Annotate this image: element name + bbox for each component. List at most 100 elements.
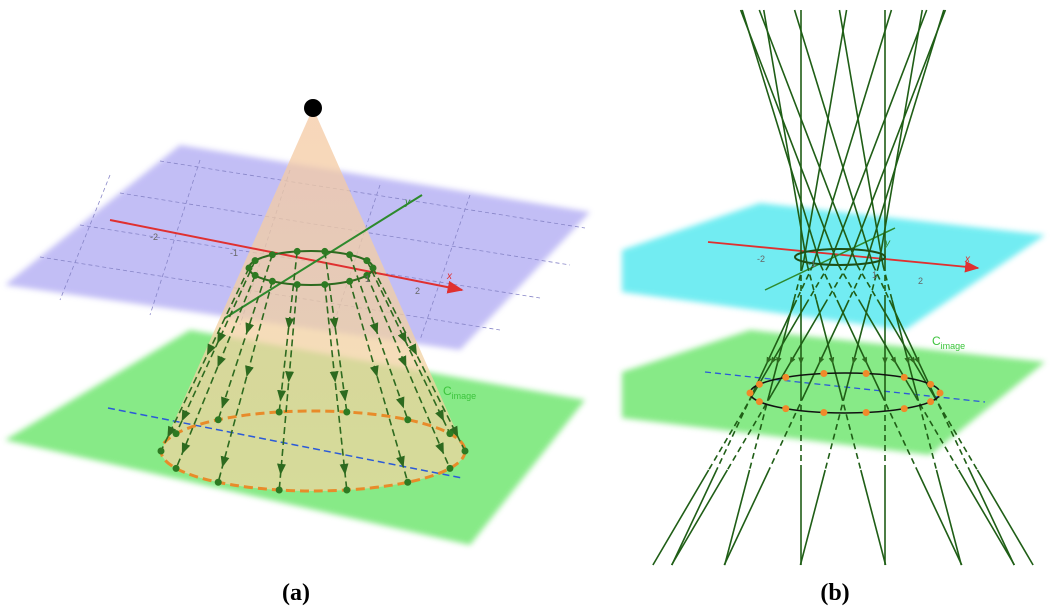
y-axis-label: y xyxy=(884,238,891,249)
panel-label: (a) xyxy=(282,580,310,606)
ray xyxy=(175,275,256,469)
ray-point xyxy=(363,257,371,265)
x-axis xyxy=(707,241,980,273)
x-axis-label: x xyxy=(446,271,453,282)
image-point xyxy=(755,398,763,406)
image-point xyxy=(862,408,870,416)
ray-point xyxy=(214,478,222,486)
image-points xyxy=(746,370,944,416)
ruling xyxy=(819,264,838,301)
tick-label: 1 xyxy=(365,274,370,284)
ruling xyxy=(882,264,893,301)
image-point xyxy=(900,373,908,381)
curve-name: C xyxy=(932,334,941,348)
ruling xyxy=(860,469,887,566)
ruling xyxy=(807,264,830,301)
ruling xyxy=(916,469,963,566)
ruling xyxy=(748,394,770,471)
ray-point xyxy=(251,257,259,265)
ruling xyxy=(957,469,1016,566)
ruling xyxy=(881,394,918,471)
ray-point xyxy=(268,251,276,259)
ruling xyxy=(803,299,850,396)
ruling xyxy=(723,469,751,566)
ray xyxy=(217,281,274,483)
ruling xyxy=(795,264,814,301)
tick-label: -2 xyxy=(150,232,158,242)
ray xyxy=(348,281,409,483)
ruling xyxy=(751,299,810,396)
ruling xyxy=(741,9,822,266)
curve-subscript: image xyxy=(941,341,966,351)
ruling xyxy=(739,9,840,266)
image-point xyxy=(927,398,935,406)
ray-point xyxy=(293,281,301,289)
ray-point xyxy=(446,464,454,472)
cyan-plane xyxy=(622,203,1045,330)
ruling xyxy=(876,299,935,396)
ruling xyxy=(671,469,718,566)
ruling xyxy=(762,9,809,266)
ruling xyxy=(838,9,884,266)
ruling xyxy=(793,9,874,266)
ruling xyxy=(935,469,963,566)
ruling xyxy=(877,9,924,266)
ray-point xyxy=(404,416,412,424)
ray-point xyxy=(172,464,180,472)
ruling xyxy=(768,394,805,471)
ruling xyxy=(815,299,842,396)
green-plane xyxy=(622,330,1045,455)
tick-label: 1 xyxy=(872,270,877,280)
ruling xyxy=(856,264,879,301)
ruling xyxy=(652,469,710,566)
image-point xyxy=(755,380,763,388)
ruling xyxy=(826,264,849,301)
ruling xyxy=(844,299,871,396)
tick-label: 2 xyxy=(415,286,420,296)
source-circle xyxy=(794,248,886,266)
ruling xyxy=(715,394,753,471)
ruling xyxy=(726,394,773,471)
ruling xyxy=(846,9,947,266)
y-axis-label: y xyxy=(404,197,411,208)
tick-label: -1 xyxy=(808,259,816,269)
ruling xyxy=(670,469,729,566)
tick-label: -1 xyxy=(230,248,238,258)
ruling xyxy=(848,264,867,301)
ray-point xyxy=(461,447,469,455)
x-axis xyxy=(109,219,464,294)
ray-point xyxy=(446,430,454,438)
ruling xyxy=(812,9,893,266)
ray-point xyxy=(343,486,351,494)
panel-label: (b) xyxy=(820,580,849,606)
ruling xyxy=(976,469,1034,566)
ray-point xyxy=(293,247,301,255)
ruling xyxy=(770,299,828,396)
tick-label: -2 xyxy=(757,254,765,264)
ray-point xyxy=(268,277,276,285)
ruling xyxy=(793,264,804,301)
ruling xyxy=(933,394,971,471)
panel-a: x y -2 -1 1 2 Cimage (a) xyxy=(5,99,590,606)
ray-point xyxy=(321,281,329,289)
ray xyxy=(366,260,451,434)
curve-label: Cimage xyxy=(932,334,965,351)
curve-label: Cimage xyxy=(443,384,476,401)
image-point xyxy=(862,370,870,378)
ray-point xyxy=(321,247,329,255)
image-point xyxy=(927,380,935,388)
ruling xyxy=(968,469,1015,566)
ray xyxy=(366,275,451,469)
tick-label: 2 xyxy=(918,276,923,286)
ruling xyxy=(824,394,846,471)
ruling xyxy=(916,394,938,471)
ray-point xyxy=(275,486,283,494)
ruling xyxy=(828,9,928,266)
ruling xyxy=(837,264,860,301)
ray-point xyxy=(343,408,351,416)
image-point xyxy=(820,370,828,378)
image-point xyxy=(820,408,828,416)
ray xyxy=(324,251,349,413)
curve-name: C xyxy=(443,384,452,398)
